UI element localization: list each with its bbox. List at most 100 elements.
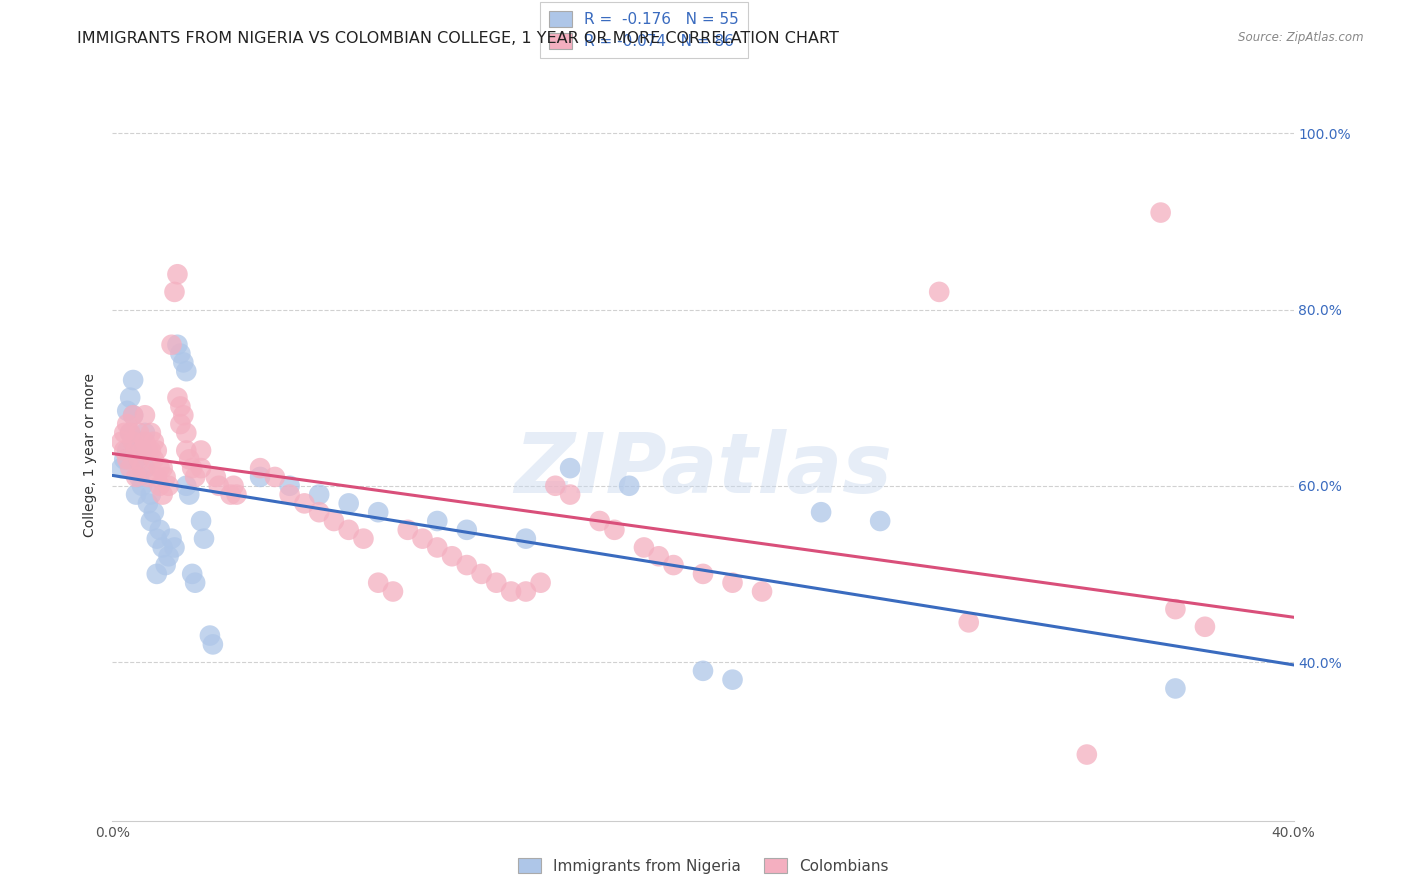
Point xyxy=(278,479,301,493)
Point xyxy=(117,443,138,458)
Point xyxy=(152,541,174,555)
Point xyxy=(323,514,346,528)
Point xyxy=(134,425,156,440)
Point xyxy=(166,338,188,352)
Point xyxy=(411,532,433,546)
Point xyxy=(134,434,156,449)
Point xyxy=(139,487,162,501)
Point xyxy=(721,575,744,590)
Point xyxy=(692,664,714,678)
Point xyxy=(662,558,685,572)
Point xyxy=(174,443,197,458)
Point xyxy=(125,452,148,467)
Point xyxy=(174,479,197,493)
Point xyxy=(179,487,201,501)
Point xyxy=(1164,681,1187,696)
Point xyxy=(172,409,194,423)
Point xyxy=(128,470,150,484)
Point xyxy=(136,443,159,458)
Point xyxy=(382,584,405,599)
Point xyxy=(810,505,832,519)
Point xyxy=(131,479,153,493)
Point xyxy=(172,355,194,369)
Point xyxy=(122,409,145,423)
Point xyxy=(134,461,156,475)
Point xyxy=(146,470,169,484)
Point xyxy=(441,549,464,564)
Point xyxy=(160,338,183,352)
Point xyxy=(142,505,165,519)
Point xyxy=(201,637,224,651)
Point xyxy=(128,425,150,440)
Legend: Immigrants from Nigeria, Colombians: Immigrants from Nigeria, Colombians xyxy=(512,852,894,880)
Point xyxy=(426,514,449,528)
Point xyxy=(179,452,201,467)
Point xyxy=(160,532,183,546)
Point xyxy=(142,434,165,449)
Point xyxy=(278,487,301,501)
Point xyxy=(120,461,142,475)
Point xyxy=(470,566,494,581)
Point xyxy=(190,461,212,475)
Point xyxy=(166,267,188,281)
Point xyxy=(184,575,207,590)
Point xyxy=(198,629,221,643)
Point xyxy=(249,461,271,475)
Point xyxy=(117,404,138,418)
Point xyxy=(205,470,228,484)
Point xyxy=(163,541,186,555)
Point xyxy=(515,584,537,599)
Text: IMMIGRANTS FROM NIGERIA VS COLOMBIAN COLLEGE, 1 YEAR OR MORE CORRELATION CHART: IMMIGRANTS FROM NIGERIA VS COLOMBIAN COL… xyxy=(77,31,839,46)
Point xyxy=(152,461,174,475)
Point xyxy=(208,479,231,493)
Point xyxy=(352,532,374,546)
Point xyxy=(131,443,153,458)
Point xyxy=(308,487,330,501)
Point xyxy=(225,487,247,501)
Point xyxy=(120,425,142,440)
Point xyxy=(169,400,191,414)
Point xyxy=(501,584,523,599)
Point xyxy=(190,514,212,528)
Point xyxy=(128,452,150,467)
Point xyxy=(136,496,159,510)
Point xyxy=(1076,747,1098,762)
Point xyxy=(149,461,172,475)
Point xyxy=(558,487,582,501)
Point xyxy=(149,479,172,493)
Point xyxy=(174,364,197,378)
Point xyxy=(122,434,145,449)
Point xyxy=(619,479,641,493)
Point xyxy=(152,487,174,501)
Point xyxy=(110,461,132,475)
Point xyxy=(142,452,165,467)
Point xyxy=(588,514,610,528)
Point xyxy=(1164,602,1187,616)
Point xyxy=(396,523,419,537)
Point xyxy=(249,470,271,484)
Point xyxy=(308,505,330,519)
Point xyxy=(163,285,186,299)
Point xyxy=(157,479,180,493)
Point xyxy=(1194,620,1216,634)
Point xyxy=(146,532,169,546)
Point xyxy=(110,434,132,449)
Point xyxy=(544,479,567,493)
Point xyxy=(751,584,773,599)
Point xyxy=(292,496,315,510)
Point xyxy=(155,558,177,572)
Point xyxy=(139,443,162,458)
Point xyxy=(120,425,142,440)
Point xyxy=(692,566,714,581)
Text: Source: ZipAtlas.com: Source: ZipAtlas.com xyxy=(1239,31,1364,45)
Point xyxy=(128,434,150,449)
Point xyxy=(131,461,153,475)
Point xyxy=(485,575,508,590)
Point xyxy=(181,461,204,475)
Point xyxy=(193,532,215,546)
Point xyxy=(120,391,142,405)
Point xyxy=(125,443,148,458)
Point xyxy=(181,566,204,581)
Point xyxy=(456,558,478,572)
Point xyxy=(122,373,145,387)
